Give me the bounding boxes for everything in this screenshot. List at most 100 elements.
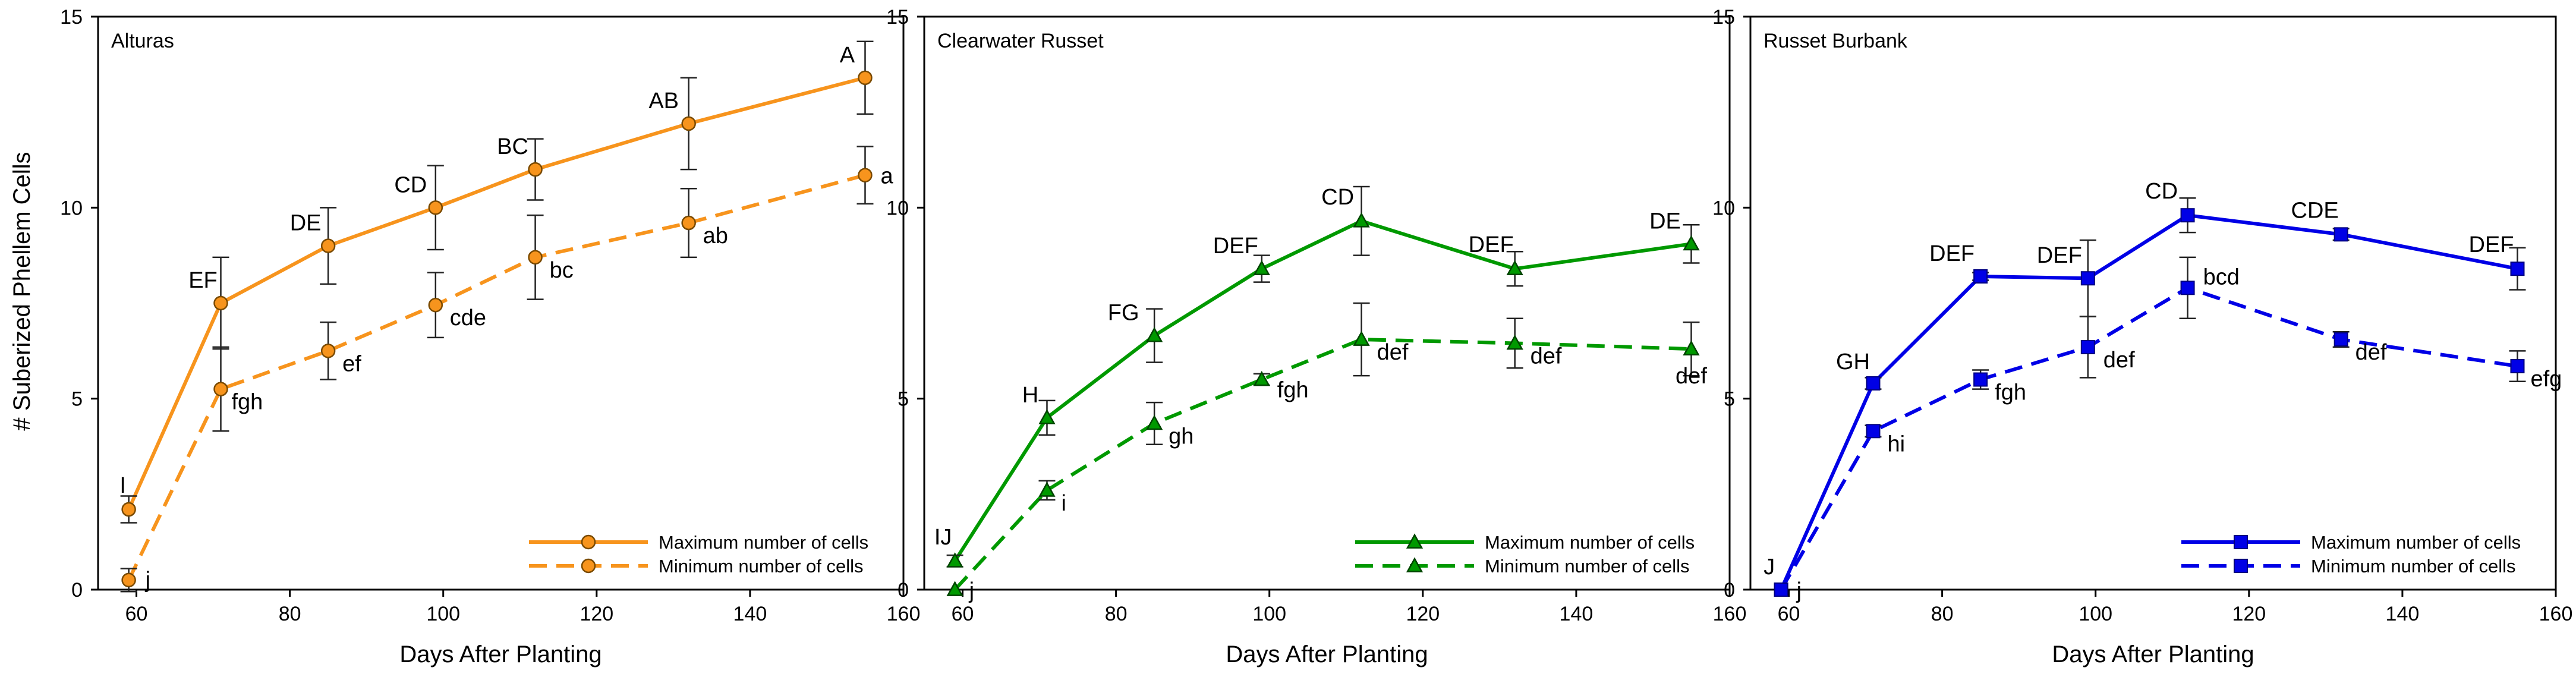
data-point	[681, 215, 696, 231]
x-tick-label: 100	[1252, 603, 1286, 625]
panel-title: Russet Burbank	[1763, 30, 1908, 52]
significance-label: j	[1796, 578, 1802, 603]
significance-label: DEF	[1929, 241, 1974, 266]
x-tick-label: 120	[580, 603, 613, 625]
data-point	[1683, 340, 1700, 355]
series-minimum: j i gh fgh def def def	[946, 302, 1707, 603]
significance-label: fgh	[1277, 378, 1309, 403]
significance-label: H	[1022, 383, 1038, 408]
significance-label: FG	[1108, 301, 1139, 326]
significance-label: def	[1676, 364, 1707, 389]
significance-label: DE	[290, 211, 322, 236]
legend-label: Maximum number of cells	[2311, 532, 2521, 553]
significance-label: I	[119, 473, 126, 498]
y-tick-label: 10	[1712, 197, 1735, 219]
significance-label: DEF	[2468, 232, 2514, 257]
significance-label: DEF	[1469, 232, 1514, 257]
legend-label: Maximum number of cells	[1485, 532, 1695, 553]
data-point	[858, 70, 873, 86]
significance-label: def	[1377, 340, 1409, 365]
y-tick-label: 0	[1724, 579, 1735, 602]
data-point	[320, 238, 336, 253]
legend-marker	[2234, 559, 2248, 573]
legend-label: Minimum number of cells	[2311, 556, 2516, 577]
y-tick-label: 5	[71, 388, 83, 411]
series-maximum: IJ H FG DEF CD DEF DE	[934, 185, 1700, 568]
data-point	[946, 581, 963, 596]
legend-marker	[2234, 535, 2248, 549]
x-tick-label: 80	[279, 603, 301, 625]
x-tick-label: 120	[2232, 603, 2266, 625]
significance-label: bcd	[2203, 264, 2240, 289]
data-point	[1038, 409, 1056, 424]
data-point	[1866, 424, 1881, 439]
data-point	[2510, 262, 2525, 276]
y-tick-label: 10	[886, 197, 909, 219]
plot-frame	[923, 15, 1731, 591]
significance-label: def	[1531, 344, 1562, 369]
data-point	[1353, 212, 1370, 228]
legend-label: Maximum number of cells	[659, 532, 868, 553]
x-tick-label: 120	[1406, 603, 1440, 625]
x-tick-label: 140	[733, 603, 767, 625]
data-point	[1353, 330, 1370, 346]
significance-label: A	[840, 43, 855, 68]
legend-marker	[1406, 533, 1424, 549]
data-point	[946, 552, 963, 568]
series-maximum: J GH DEF DEF CD CDE DEF	[1763, 179, 2526, 597]
significance-label: def	[2103, 348, 2135, 373]
y-tick-label: 0	[71, 579, 83, 602]
data-point	[1866, 376, 1881, 391]
x-tick-label: 160	[887, 603, 921, 625]
significance-label: DEF	[2037, 243, 2082, 268]
significance-label: ef	[342, 351, 361, 376]
significance-label: CDE	[2291, 198, 2339, 223]
data-point	[1683, 235, 1700, 251]
data-point	[1146, 414, 1163, 430]
panel-title: Alturas	[111, 30, 174, 52]
significance-label: AB	[648, 89, 679, 114]
data-point	[2180, 281, 2195, 295]
data-point	[2333, 227, 2348, 242]
legend: Maximum number of cells Minimum number of…	[2181, 532, 2521, 577]
y-tick-label: 15	[886, 6, 909, 29]
significance-label: DEF	[1213, 234, 1258, 259]
x-tick-label: 140	[2386, 603, 2420, 625]
data-point	[213, 295, 228, 311]
series-maximum: I EF DE CD BC AB A	[119, 40, 874, 524]
data-point	[2180, 208, 2195, 223]
significance-label: cde	[450, 306, 486, 330]
series-minimum: j fgh ef cde bc ab a	[120, 146, 893, 593]
y-tick-label: 5	[897, 388, 909, 411]
legend-label: Minimum number of cells	[659, 556, 864, 577]
data-point	[2080, 271, 2095, 286]
data-point	[1973, 372, 1988, 387]
x-tick-label: 60	[125, 603, 148, 625]
x-tick-label: 160	[1713, 603, 1747, 625]
significance-label: J	[1763, 555, 1775, 580]
significance-label: ab	[703, 223, 728, 248]
significance-label: j	[145, 568, 150, 593]
significance-label: IJ	[934, 525, 952, 550]
x-tick-label: 80	[1105, 603, 1128, 625]
significance-label: GH	[1836, 349, 1870, 374]
x-axis-label: Days After Planting	[2052, 641, 2254, 667]
significance-label: a	[880, 164, 893, 189]
plot-frame	[97, 15, 905, 591]
data-point	[1506, 334, 1523, 350]
significance-label: efg	[2530, 367, 2562, 392]
data-point	[1038, 481, 1056, 497]
data-point	[1506, 260, 1523, 276]
x-tick-label: 140	[1560, 603, 1594, 625]
data-point	[681, 116, 696, 131]
significance-label: DE	[1649, 209, 1681, 234]
y-tick-label: 10	[60, 197, 83, 219]
legend: Maximum number of cells Minimum number of…	[1355, 532, 1695, 577]
x-tick-label: 160	[2539, 603, 2573, 625]
data-point	[528, 250, 543, 265]
plot-frame	[1749, 15, 2557, 591]
y-tick-label: 0	[897, 579, 909, 602]
legend-marker	[581, 534, 596, 550]
